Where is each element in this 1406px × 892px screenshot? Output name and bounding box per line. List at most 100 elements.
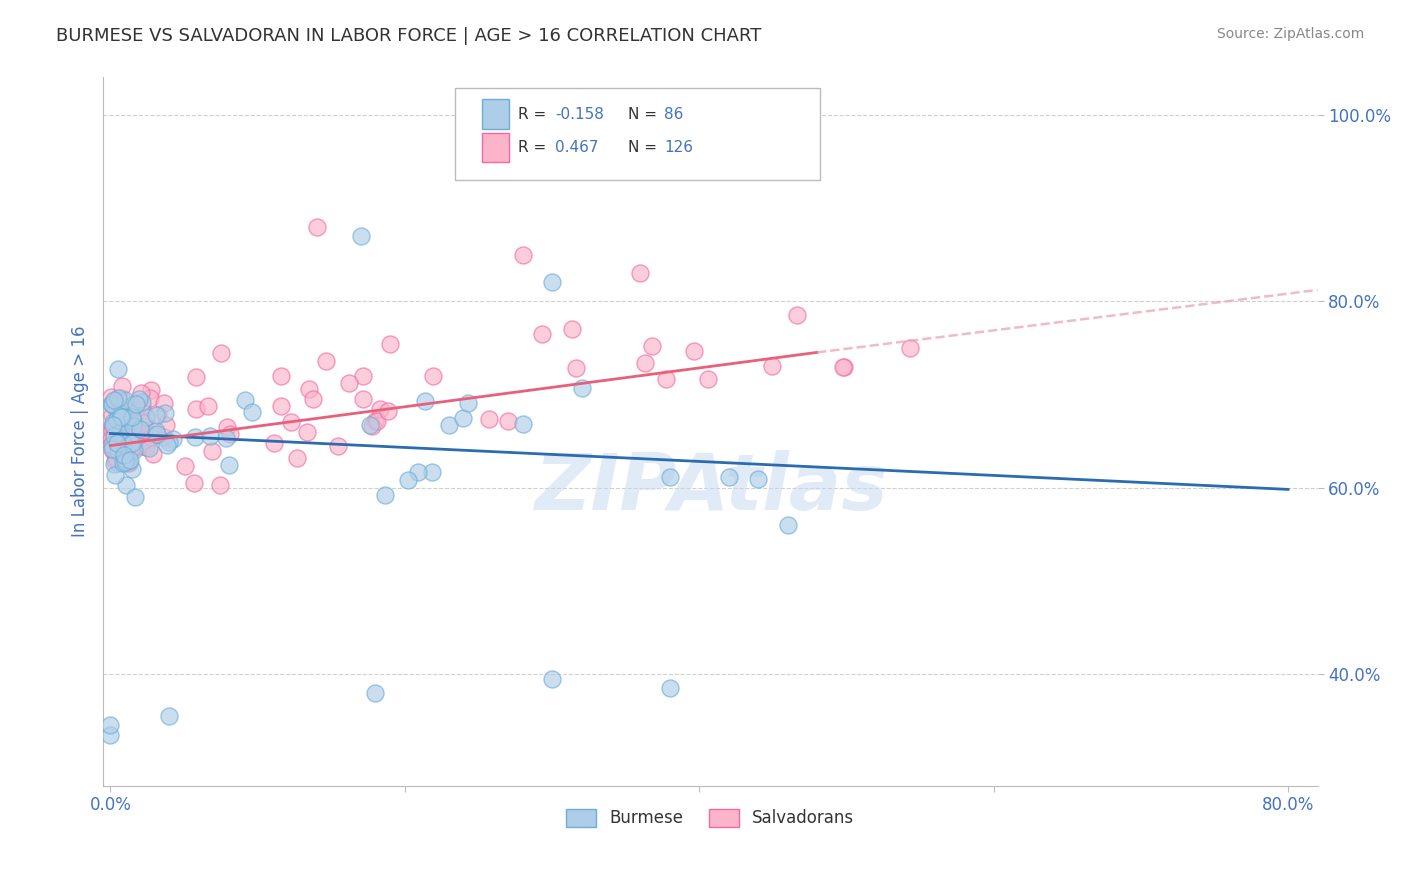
Text: 126: 126 xyxy=(664,140,693,155)
Point xyxy=(138,441,160,455)
Point xyxy=(155,417,177,432)
Point xyxy=(107,391,129,405)
Point xyxy=(125,396,148,410)
Point xyxy=(129,413,152,427)
FancyBboxPatch shape xyxy=(482,133,509,162)
Point xyxy=(131,399,153,413)
Point xyxy=(107,443,129,458)
Point xyxy=(184,401,207,416)
Point xyxy=(120,436,142,450)
Legend: Burmese, Salvadorans: Burmese, Salvadorans xyxy=(560,802,860,834)
Point xyxy=(118,453,141,467)
Point xyxy=(696,372,718,386)
Point xyxy=(295,425,318,439)
Point xyxy=(118,400,141,414)
Point xyxy=(658,681,681,695)
Point xyxy=(233,392,256,407)
Point xyxy=(512,247,534,261)
Point xyxy=(457,396,479,410)
Point xyxy=(270,399,292,413)
Point xyxy=(112,409,135,424)
Point xyxy=(128,392,150,406)
Point xyxy=(117,402,139,417)
Point xyxy=(101,442,124,457)
Point xyxy=(153,430,176,444)
Point xyxy=(107,456,129,470)
Point xyxy=(121,461,143,475)
Point xyxy=(108,400,131,414)
Point xyxy=(110,409,132,424)
Point xyxy=(747,473,769,487)
Point xyxy=(198,428,221,442)
Text: R =: R = xyxy=(519,107,551,122)
Point xyxy=(541,276,564,290)
Point xyxy=(115,450,138,465)
Point xyxy=(108,404,131,418)
Point xyxy=(100,438,122,452)
Point xyxy=(571,381,593,395)
Point xyxy=(103,396,125,410)
Point xyxy=(132,416,155,430)
Point xyxy=(121,442,143,456)
Point xyxy=(422,368,444,383)
Point xyxy=(183,476,205,491)
Point xyxy=(111,436,134,450)
Point xyxy=(122,422,145,436)
Point xyxy=(315,354,337,368)
Point xyxy=(107,428,129,442)
Point xyxy=(120,434,142,449)
Point xyxy=(201,444,224,458)
Point xyxy=(111,456,134,470)
Text: 0.467: 0.467 xyxy=(555,140,599,155)
Point xyxy=(641,339,664,353)
Text: 86: 86 xyxy=(664,107,683,122)
Point xyxy=(628,266,651,280)
Text: Source: ZipAtlas.com: Source: ZipAtlas.com xyxy=(1216,27,1364,41)
Point xyxy=(352,369,374,384)
Point xyxy=(359,418,381,433)
Point xyxy=(157,434,180,449)
Point xyxy=(142,447,165,461)
Point xyxy=(112,414,135,428)
Point xyxy=(101,438,124,452)
Point xyxy=(128,424,150,438)
Point xyxy=(217,420,239,434)
Point xyxy=(120,435,142,450)
Point xyxy=(118,433,141,447)
Point xyxy=(302,392,325,406)
Point xyxy=(263,435,285,450)
Point xyxy=(101,419,124,434)
Point xyxy=(361,419,384,434)
Point xyxy=(145,408,167,422)
Point xyxy=(377,404,399,418)
Point xyxy=(328,439,350,453)
Point xyxy=(374,488,396,502)
Point xyxy=(337,376,360,390)
Point xyxy=(107,413,129,427)
Point xyxy=(103,417,125,432)
Point xyxy=(111,414,134,428)
Point xyxy=(101,408,124,422)
Point xyxy=(451,411,474,425)
Point xyxy=(413,393,436,408)
Point xyxy=(146,427,169,442)
FancyBboxPatch shape xyxy=(482,99,509,129)
Point xyxy=(898,341,921,355)
Point xyxy=(108,398,131,412)
Point xyxy=(122,419,145,434)
Point xyxy=(111,410,134,425)
Point xyxy=(101,442,124,456)
Point xyxy=(104,393,127,408)
Point xyxy=(366,414,388,428)
Point xyxy=(496,414,519,428)
Point xyxy=(100,390,122,404)
Point xyxy=(118,453,141,467)
FancyBboxPatch shape xyxy=(456,88,820,180)
Point xyxy=(776,517,799,532)
Point xyxy=(105,422,128,436)
Point xyxy=(103,428,125,442)
Point xyxy=(105,401,128,416)
Text: R =: R = xyxy=(519,140,551,155)
Point xyxy=(364,685,387,699)
Point xyxy=(437,417,460,432)
